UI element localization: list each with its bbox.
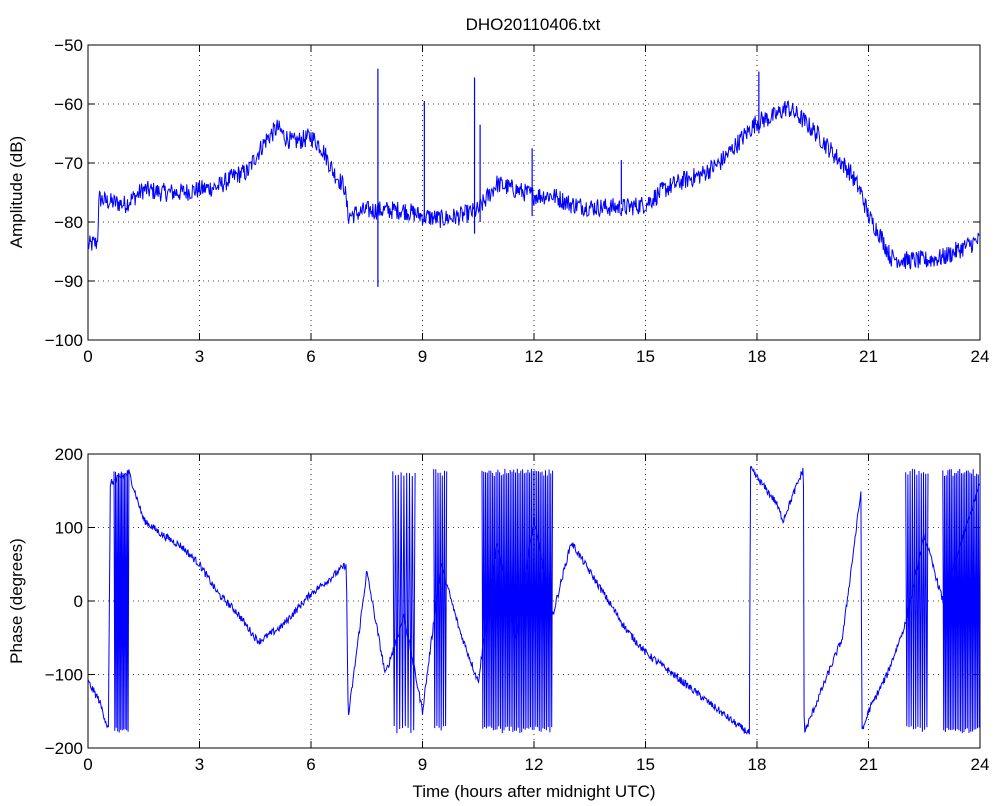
y-axis-label: Phase (degrees) (7, 538, 26, 664)
y-tick-label: −60 (54, 95, 83, 114)
y-axis-label: Amplitude (dB) (7, 136, 26, 248)
x-axis-label: Time (hours after midnight UTC) (412, 782, 655, 801)
series-wrap-oscillation (481, 468, 554, 734)
x-tick-label: 12 (525, 755, 544, 774)
x-tick-label: 24 (971, 755, 990, 774)
y-tick-label: −90 (54, 272, 83, 291)
x-tick-label: 21 (859, 755, 878, 774)
y-tick-label: −100 (45, 666, 83, 685)
x-tick-label: 15 (636, 347, 655, 366)
series-line (88, 466, 980, 735)
x-tick-label: 15 (636, 755, 655, 774)
chart-title: DHO20110406.txt (466, 15, 601, 34)
x-tick-label: 18 (748, 755, 767, 774)
x-tick-label: 3 (195, 347, 204, 366)
x-tick-label: 6 (306, 755, 315, 774)
x-tick-label: 9 (418, 755, 427, 774)
series-wrap-oscillation (942, 468, 980, 734)
series-line (88, 100, 980, 270)
x-tick-label: 6 (306, 347, 315, 366)
y-tick-label: 200 (55, 445, 83, 464)
amplitude-panel: 0 3 6 9 12 15 18 21 24 −100 −90 −80 −70 −60 −50 Amplitu… (7, 36, 989, 366)
y-tick-label: 100 (55, 519, 83, 538)
y-tick-label: −100 (45, 331, 83, 350)
x-tick-label: 24 (971, 347, 990, 366)
x-tick-label: 18 (748, 347, 767, 366)
series-wrap-oscillation (433, 469, 448, 731)
y-tick-label: −200 (45, 739, 83, 758)
x-tick-label: 9 (418, 347, 427, 366)
y-tick-label: −80 (54, 213, 83, 232)
y-tick-label: −70 (54, 154, 83, 173)
y-tick-label: 0 (74, 592, 83, 611)
x-tick-label: 3 (195, 755, 204, 774)
x-tick-label: 21 (859, 347, 878, 366)
series-wrap-oscillation (113, 470, 130, 733)
series-wrap-oscillation (392, 471, 416, 734)
series-wrap-oscillation (905, 468, 929, 732)
x-tick-label: 0 (83, 755, 92, 774)
x-tick-label: 0 (83, 347, 92, 366)
phase-panel: 0 3 6 9 12 15 18 21 24 −200 −100 0 100 200 Phase (degr… (7, 445, 989, 801)
y-tick-label: −50 (54, 36, 83, 55)
x-tick-label: 12 (525, 347, 544, 366)
